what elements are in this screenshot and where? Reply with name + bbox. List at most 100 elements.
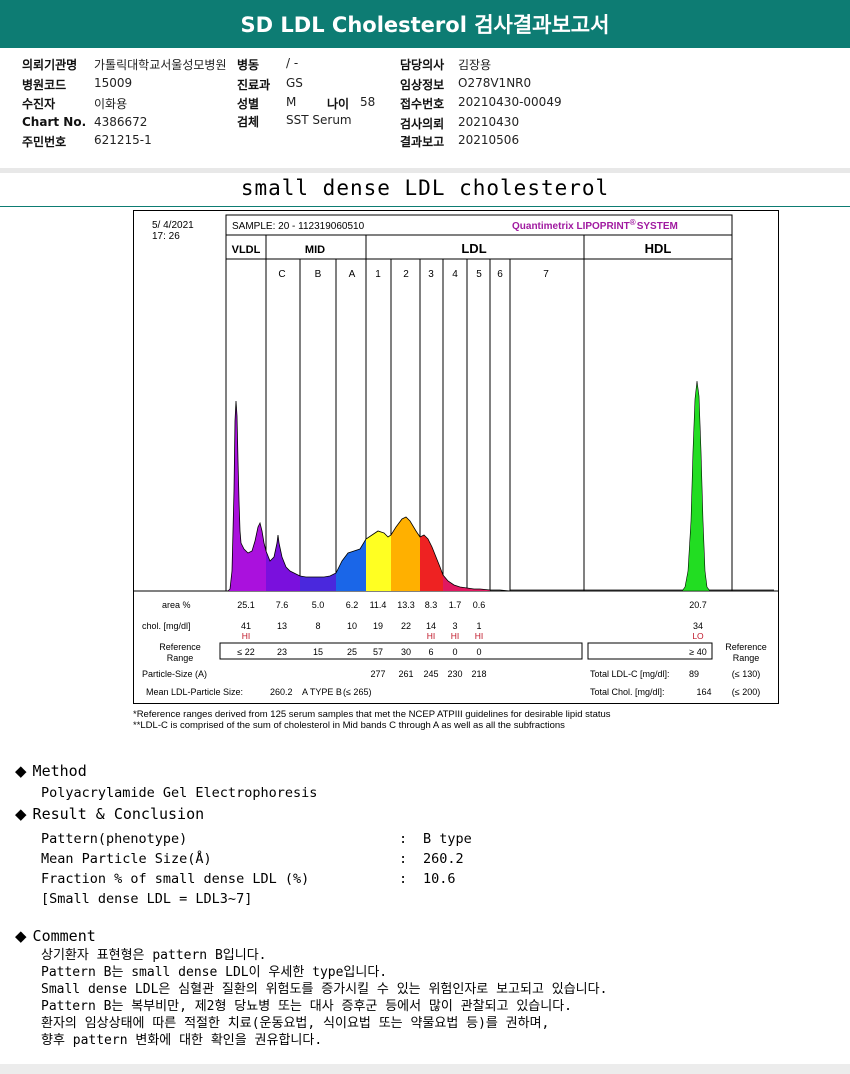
result-value: 260.2 <box>423 851 464 867</box>
ref-value: 6 <box>428 647 433 657</box>
footnote: *Reference ranges derived from 125 serum… <box>133 709 611 731</box>
area-value: 7.6 <box>276 600 289 610</box>
area-value: 20.7 <box>689 600 707 610</box>
ref-right-1: Reference <box>725 642 767 652</box>
particle-value: 245 <box>423 669 438 679</box>
chol-value: 41 <box>241 621 251 631</box>
report-date-value: 20210506 <box>458 133 520 147</box>
hospital-code-label: 병원코드 <box>22 78 67 92</box>
total-chol-limit: (≤ 200) <box>732 687 760 697</box>
ref-value: ≤ 22 <box>237 647 254 657</box>
patient-label: 수진자 <box>22 97 56 111</box>
area-label: area % <box>162 600 191 610</box>
total-ldl-value: 89 <box>689 669 699 679</box>
comment-line: Pattern B는 small dense LDL이 우세한 type입니다. <box>41 965 388 980</box>
ward-label: 병동 <box>237 58 260 72</box>
comment-line: Pattern B는 복부비만, 제2형 당뇨병 또는 대사 증후군 등에서 많… <box>41 999 572 1014</box>
age-label: 나이 <box>327 97 350 111</box>
result-row: Fraction % of small dense LDL (%) : 10.6 <box>41 871 561 887</box>
patient-value: 이화용 <box>94 97 128 111</box>
separator <box>0 168 850 173</box>
brand-name: Quantimetrix LIPOPRINT <box>512 221 630 232</box>
chol-value: 10 <box>347 621 357 631</box>
comment-line: 상기환자 표현형은 pattern B입니다. <box>41 948 267 963</box>
hdl-region <box>681 380 711 592</box>
area-value: 1.7 <box>449 600 462 610</box>
method-text: Polyacrylamide Gel Electrophoresis <box>41 785 318 801</box>
chol-value: 1 <box>476 621 481 631</box>
particle-label: Particle-Size (A) <box>142 669 207 679</box>
band-6: 6 <box>497 269 503 280</box>
total-chol-value: 164 <box>696 687 711 697</box>
footnote-2: **LDL-C is comprised of the sum of chole… <box>133 720 565 731</box>
mean-label: Mean LDL-Particle Size: <box>146 687 243 697</box>
group-mid: MID <box>305 244 325 256</box>
mean-type: A TYPE B <box>302 687 342 697</box>
band-c: C <box>278 269 285 280</box>
area-value: 11.4 <box>370 600 387 610</box>
chol-value: 14 <box>426 621 436 631</box>
band-4: 4 <box>452 269 458 280</box>
mean-value: 260.2 <box>270 687 293 697</box>
subtitle-underline <box>0 206 850 207</box>
comment-title: Comment <box>32 927 96 945</box>
curve-outline <box>227 400 511 592</box>
area-value: 25.1 <box>237 600 255 610</box>
band-1: 1 <box>375 269 381 280</box>
chart-no-label: Chart No. <box>22 115 87 129</box>
report-title: SD LDL Cholesterol 검사결과보고서 <box>0 0 850 48</box>
ref-value: 0 <box>476 647 481 657</box>
result-label: Pattern(phenotype) <box>41 831 188 847</box>
clinical-info-value: O278V1NR0 <box>458 76 532 90</box>
diamond-icon: ◆ <box>15 762 27 780</box>
hospital-code-value: 15009 <box>94 76 133 90</box>
diamond-icon: ◆ <box>15 805 27 823</box>
doctor-label: 담당의사 <box>400 58 445 72</box>
ldl4-region <box>443 575 467 591</box>
ldl3-region <box>420 535 443 591</box>
band-a: A <box>349 269 356 280</box>
result-value: 10.6 <box>423 871 456 887</box>
id-label: 주민번호 <box>22 135 67 149</box>
total-ldl-limit: (≤ 130) <box>732 669 760 679</box>
clinical-info-label: 임상정보 <box>400 78 445 92</box>
flag-value: HI <box>475 631 484 641</box>
chart-sample: SAMPLE: 20 - 112319060510 <box>232 221 365 232</box>
specimen-label: 검체 <box>237 115 260 129</box>
method-title: Method <box>32 762 87 780</box>
department-value: GS <box>286 76 303 90</box>
ldl1-region <box>366 531 391 591</box>
specimen-value: SST Serum <box>286 113 352 127</box>
result-row: Pattern(phenotype) : B type <box>41 831 561 847</box>
ref-label-1: Reference <box>159 642 201 652</box>
result-colon: : <box>399 831 408 847</box>
result-label: Mean Particle Size(Å) <box>41 851 212 867</box>
band-7: 7 <box>543 269 549 280</box>
band-c-region <box>266 535 300 591</box>
band-5: 5 <box>476 269 482 280</box>
brand-mark: ® <box>630 218 636 227</box>
ref-value: 25 <box>347 647 357 657</box>
chol-value: 3 <box>452 621 457 631</box>
ref-value: 0 <box>452 647 457 657</box>
area-value: 6.2 <box>346 600 359 610</box>
comment-line: 환자의 임상상태에 따른 적절한 치료(운동요법, 식이요법 또는 약물요법 등… <box>41 1016 550 1031</box>
receipt-value: 20210430-00049 <box>458 95 562 109</box>
brand-suffix: SYSTEM <box>637 221 678 232</box>
ref-label-2: Range <box>167 653 194 663</box>
comment-text: 상기환자 표현형은 pattern B입니다. Pattern B는 small… <box>41 947 607 1049</box>
institution-value: 가톨릭대학교서울성모병원 <box>94 58 227 72</box>
department-label: 진료과 <box>237 78 271 92</box>
id-value: 621215-1 <box>94 133 152 147</box>
group-ldl: LDL <box>461 241 486 256</box>
flag-value: LO <box>692 631 704 641</box>
chol-value: 22 <box>401 621 411 631</box>
area-value: 0.6 <box>473 600 486 610</box>
band-b: B <box>315 269 322 280</box>
chol-label: chol. [mg/dl] <box>142 621 191 631</box>
result-value: B type <box>423 831 472 847</box>
ref-value: 57 <box>373 647 383 657</box>
area-value: 8.3 <box>425 600 438 610</box>
flag-value: HI <box>427 631 436 641</box>
bottom-bar <box>0 1064 850 1074</box>
